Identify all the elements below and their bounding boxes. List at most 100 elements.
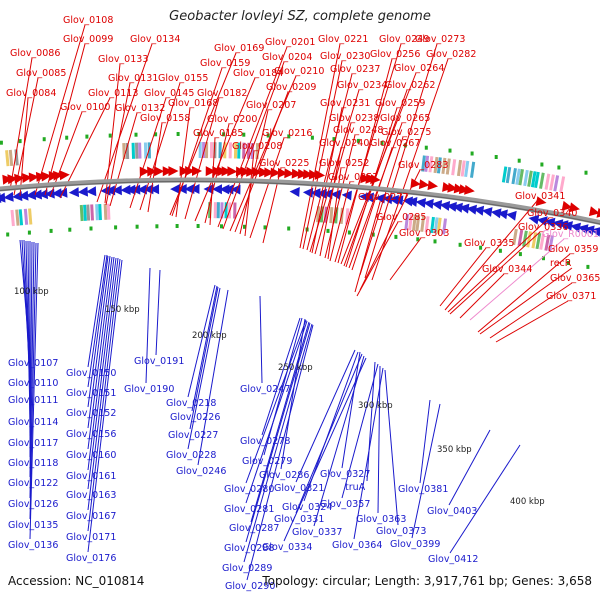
forward-gene-arrow xyxy=(35,171,47,182)
reverse-gene-arrow xyxy=(189,184,200,194)
label-connector xyxy=(337,58,393,264)
tick-inner xyxy=(498,248,502,253)
label-connector xyxy=(87,257,119,511)
cog-block-outer xyxy=(501,166,508,183)
cog-block-outer xyxy=(451,159,457,176)
gene-label-glov_0225: Glov_0225 xyxy=(259,158,309,169)
gene-label-glov_0155: Glov_0155 xyxy=(158,73,208,84)
gene-label-glov_0283: Glov_0283 xyxy=(398,160,448,171)
cog-block-outer xyxy=(424,155,430,172)
cog-block-inner xyxy=(213,202,217,219)
label-connector xyxy=(359,136,404,276)
gene-label-glov_0336: Glov_0336 xyxy=(518,222,568,233)
cog-block-outer xyxy=(527,170,533,187)
cog-block-inner xyxy=(10,209,15,227)
reverse-gene-arrow xyxy=(330,189,341,200)
gene-label-glov_0331: Glov_0331 xyxy=(274,514,324,525)
label-connector xyxy=(324,134,356,259)
tick-inner xyxy=(27,230,31,235)
tick-outer xyxy=(154,132,158,137)
tick-inner xyxy=(175,224,179,228)
gene-label-glov_0168: Glov_0168 xyxy=(168,98,218,109)
cog-block-inner xyxy=(411,214,417,231)
scale-label: 300 kbp xyxy=(358,401,393,411)
reverse-gene-arrow xyxy=(86,186,97,197)
cog-block-outer xyxy=(436,157,442,174)
reverse-gene-arrow xyxy=(25,190,37,200)
reverse-gene-arrow xyxy=(31,189,42,200)
tick-inner xyxy=(586,264,590,269)
tick-outer xyxy=(266,133,270,138)
gene-label-glov_0327: Glov_0327 xyxy=(320,469,370,480)
tick-inner xyxy=(416,237,420,242)
reverse-gene-arrow xyxy=(552,219,564,229)
reverse-gene-arrow xyxy=(77,186,88,197)
gene-label-glov_0111: Glov_0111 xyxy=(8,395,58,406)
tick-outer xyxy=(108,133,112,138)
label-connector xyxy=(96,43,153,203)
label-connector xyxy=(29,241,35,499)
gene-label-glov_0118: Glov_0118 xyxy=(8,458,58,469)
label-connector xyxy=(444,200,538,311)
gene-label-glov_0237: Glov_0237 xyxy=(330,64,380,75)
gene-label-glov_0122: Glov_0122 xyxy=(8,478,58,489)
reverse-gene-arrow xyxy=(570,222,581,233)
cog-block-inner xyxy=(98,204,102,221)
gene-label-glov_0286: Glov_0286 xyxy=(259,470,309,481)
gene-label-recr: recR xyxy=(550,258,572,269)
label-connector xyxy=(87,254,106,368)
label-connector xyxy=(239,109,269,235)
gene-label-glov_0209: Glov_0209 xyxy=(266,82,316,93)
genome-summary: Topology: circular; Length: 3,917,761 bp… xyxy=(262,574,592,588)
scale-label: 350 kbp xyxy=(437,445,472,455)
label-connector xyxy=(87,258,121,532)
reverse-gene-arrow xyxy=(184,184,195,194)
tick-inner xyxy=(114,225,118,230)
label-connector xyxy=(341,363,379,499)
gene-label-glov_0207: Glov_0207 xyxy=(246,100,296,111)
scale-label: 150 kbp xyxy=(105,305,140,315)
tick-outer xyxy=(242,132,246,137)
label-connector xyxy=(29,242,37,520)
label-connector xyxy=(187,287,221,450)
label-connector xyxy=(245,322,311,543)
label-connector xyxy=(147,122,163,213)
reverse-gene-arrow xyxy=(431,200,443,210)
label-connector xyxy=(9,57,33,191)
gene-label-glov_0204: Glov_0204 xyxy=(262,52,312,63)
label-connector xyxy=(245,319,307,484)
forward-gene-arrow xyxy=(59,170,70,181)
cog-block-inner xyxy=(404,213,410,231)
tick-inner xyxy=(394,234,398,239)
reverse-gene-arrow xyxy=(596,229,600,234)
cog-block-inner xyxy=(408,214,413,231)
label-connector xyxy=(313,355,365,527)
gene-label-glov_0161: Glov_0161 xyxy=(66,471,116,482)
gene-label-glov_0324: Glov_0324 xyxy=(282,502,332,513)
cog-block-inner xyxy=(433,217,439,234)
tick-outer xyxy=(540,162,544,167)
gene-label-glov_0100: Glov_0100 xyxy=(60,102,110,113)
label-connector xyxy=(184,97,220,220)
tick-outer xyxy=(42,137,46,142)
reverse-gene-arrow xyxy=(0,192,6,203)
cog-block-outer xyxy=(460,160,466,177)
gene-label-glov_0240: Glov_0240 xyxy=(319,138,369,149)
cog-block-inner xyxy=(535,232,542,250)
reverse-gene-arrow xyxy=(439,201,451,211)
map-title: Geobacter lovleyi SZ, complete genome xyxy=(169,9,431,24)
label-connector xyxy=(29,241,33,478)
label-connector xyxy=(439,247,487,307)
tick-outer xyxy=(448,148,452,153)
forward-gene-arrow xyxy=(303,169,314,180)
cog-block-inner xyxy=(95,204,99,221)
tick-outer xyxy=(470,151,474,156)
forward-gene-arrow xyxy=(297,168,308,179)
label-connector xyxy=(217,46,288,228)
label-connector xyxy=(187,284,216,398)
gene-label-glov_0228: Glov_0228 xyxy=(166,450,216,461)
cog-block-inner xyxy=(224,202,228,219)
tick-inner xyxy=(326,228,330,233)
label-connector xyxy=(204,123,230,224)
